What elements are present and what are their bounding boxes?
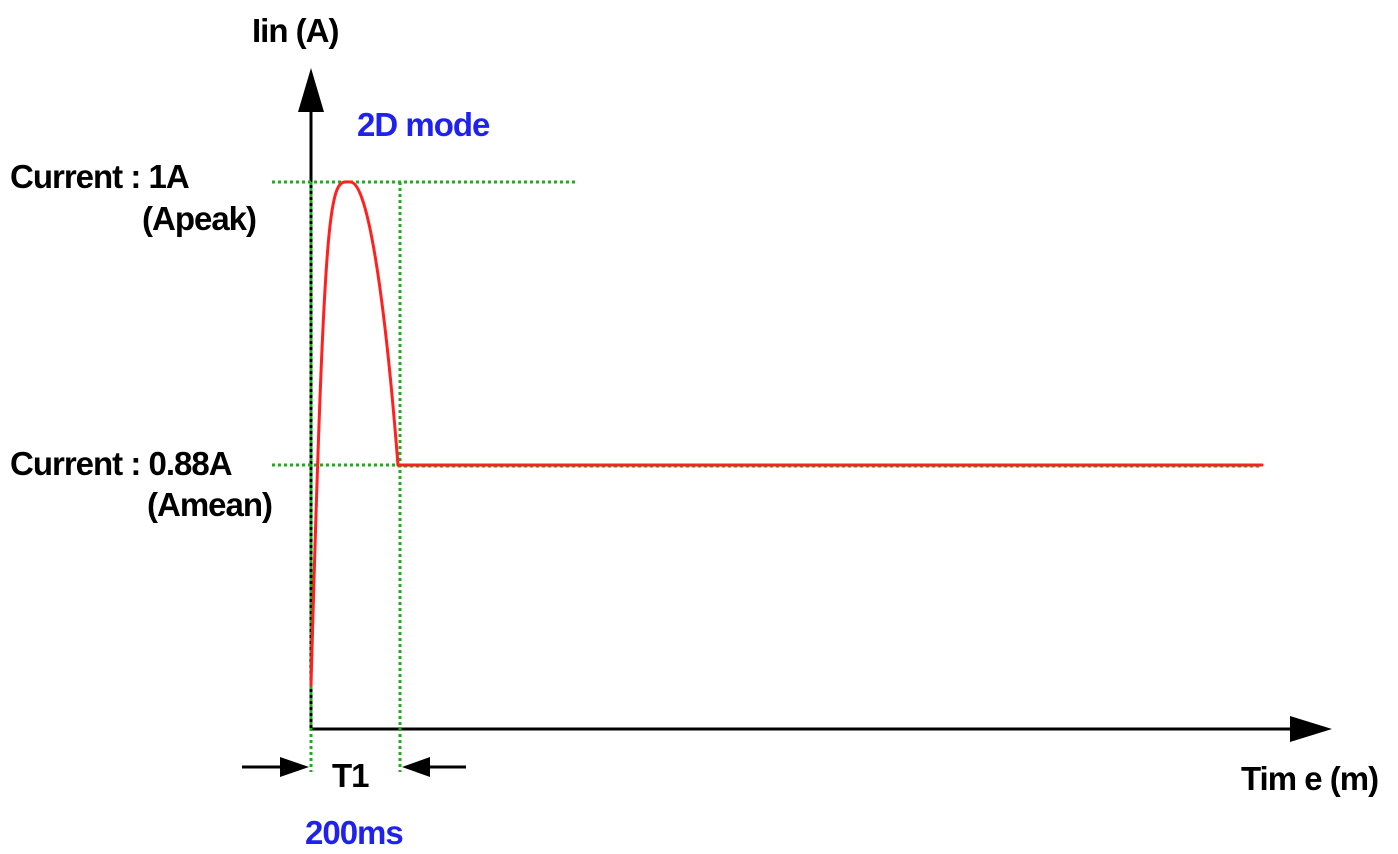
x-axis-arrowhead	[1290, 716, 1332, 742]
x-axis-label: Tim e (m)	[1241, 760, 1378, 797]
mean-current-sublabel: (Amean)	[147, 486, 272, 523]
peak-current-label: Current : 1A	[10, 158, 189, 195]
mode-label: 2D mode	[357, 106, 490, 143]
mean-current-label: Current : 0.88A	[10, 445, 232, 482]
t1-duration-label: 200ms	[305, 814, 403, 851]
t1-right-arrowhead	[402, 757, 430, 777]
t1-label: T1	[332, 757, 369, 794]
current-waveform	[311, 182, 1262, 685]
inrush-pulse-curve	[311, 182, 398, 685]
t1-left-arrowhead	[280, 757, 309, 777]
y-axis-arrowhead	[298, 68, 324, 112]
axes	[298, 68, 1332, 742]
y-axis-label: Iin (A)	[252, 12, 338, 49]
peak-current-sublabel: (Apeak)	[142, 200, 256, 237]
